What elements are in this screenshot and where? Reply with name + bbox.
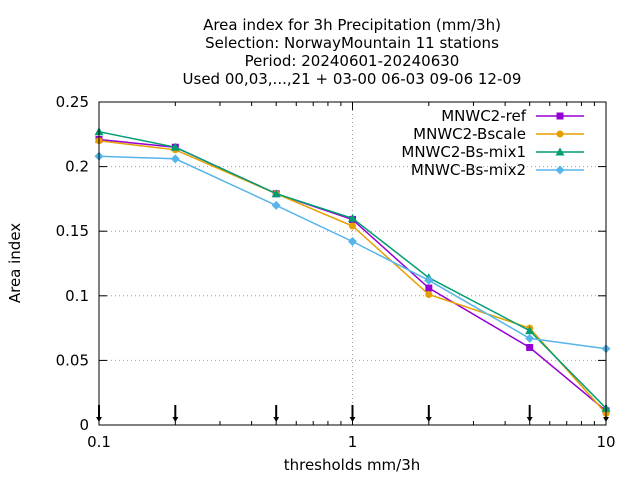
legend-swatch-marker xyxy=(555,147,565,156)
chart-title: Area index for 3h Precipitation (mm/3h)S… xyxy=(183,16,522,88)
legend-label: MNWC2-Bs-mix1 xyxy=(401,143,526,161)
y-axis-label: Area index xyxy=(6,223,24,303)
chart-title-line: Period: 20240601-20240630 xyxy=(245,52,460,70)
y-tick-label: 0.25 xyxy=(56,93,89,111)
threshold-marker-head xyxy=(172,417,179,422)
chart-title-line: Selection: NorwayMountain 11 stations xyxy=(205,34,499,52)
data-point xyxy=(424,275,434,285)
legend-swatch-marker xyxy=(556,112,564,120)
y-tick-label: 0.15 xyxy=(56,222,89,240)
legend-item: MNWC2-ref xyxy=(441,107,584,125)
data-point xyxy=(170,142,180,151)
series-mnwc-bs-mix2 xyxy=(94,151,611,354)
legend-item: MNWC2-Bs-mix1 xyxy=(401,143,584,161)
data-point xyxy=(525,326,535,335)
tick-labels: 0 0.05 0.1 0.15 0.2 0.25 0.1 1 10 xyxy=(56,93,616,451)
legend-label: MNWC-Bs-mix2 xyxy=(411,161,526,179)
data-point xyxy=(348,213,357,222)
y-tick-label: 0.05 xyxy=(56,351,89,369)
series-mnwc2-ref xyxy=(95,135,610,415)
chart-title-line: Used 00,03,...,21 + 03-00 06-03 09-06 12… xyxy=(183,70,522,88)
series-mnwc2-bs-mix1 xyxy=(94,127,611,412)
legend-item: MNWC2-Bscale xyxy=(413,125,584,143)
data-point xyxy=(525,333,535,343)
legend-label: MNWC2-Bscale xyxy=(413,125,526,143)
legend: MNWC2-refMNWC2-BscaleMNWC2-Bs-mix1MNWC-B… xyxy=(401,107,584,179)
data-point xyxy=(526,343,534,351)
threshold-marker-head xyxy=(425,417,432,422)
data-point xyxy=(271,200,281,210)
legend-swatch-marker xyxy=(555,165,565,175)
legend-swatch-marker xyxy=(556,130,564,138)
series-line xyxy=(98,155,607,350)
series-line xyxy=(98,140,607,414)
data-point xyxy=(348,237,357,247)
data-point xyxy=(349,222,356,230)
data-point xyxy=(425,291,433,299)
x-tick-label: 1 xyxy=(348,433,358,451)
threshold-marker-head xyxy=(273,417,280,422)
legend-item: MNWC-Bs-mix2 xyxy=(411,161,584,179)
y-tick-label: 0.2 xyxy=(65,158,89,176)
data-point xyxy=(170,154,180,164)
data-point xyxy=(271,189,281,198)
legend-label: MNWC2-ref xyxy=(441,107,526,125)
threshold-marker-head xyxy=(526,417,533,422)
x-tick-label: 0.1 xyxy=(87,433,111,451)
y-tick-label: 0.1 xyxy=(65,287,89,305)
axis-ticks xyxy=(98,101,607,426)
chart-title-line: Area index for 3h Precipitation (mm/3h) xyxy=(203,16,501,34)
grid-lines xyxy=(99,102,606,425)
y-tick-label: 0 xyxy=(79,416,89,434)
data-series xyxy=(94,127,611,417)
x-axis-label: thresholds mm/3h xyxy=(284,456,421,474)
x-tick-label: 10 xyxy=(596,433,615,451)
data-point xyxy=(425,284,433,292)
